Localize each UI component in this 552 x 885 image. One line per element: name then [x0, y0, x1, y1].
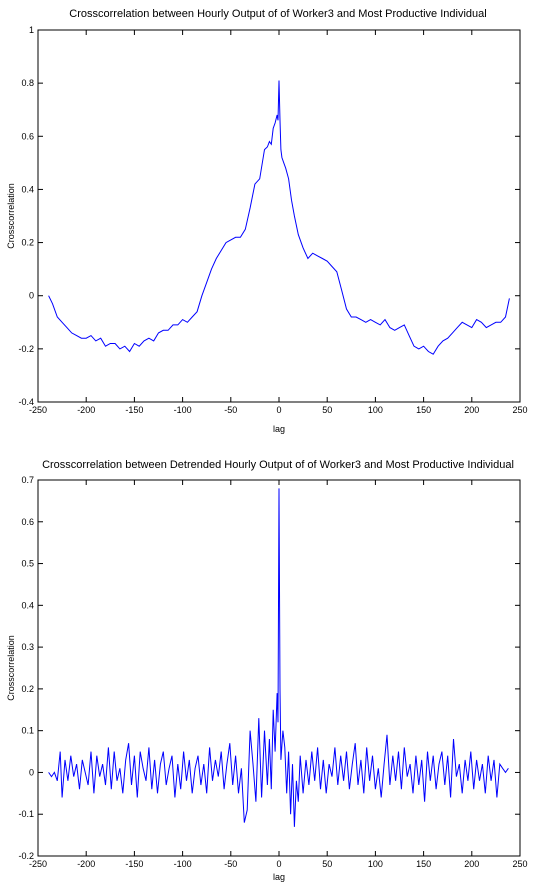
- y-tick-label: 0.5: [21, 559, 34, 569]
- y-tick-label: 1: [29, 25, 34, 35]
- series-line: [48, 80, 510, 355]
- x-tick-label: 100: [368, 405, 383, 415]
- y-axis-label: Crosscorrelation: [6, 183, 16, 249]
- x-tick-label: 50: [322, 859, 332, 869]
- x-tick-label: -50: [224, 405, 237, 415]
- y-tick-label: 0.3: [21, 642, 34, 652]
- x-tick-label: 250: [512, 859, 527, 869]
- chart-top: Crosscorrelation between Hourly Output o…: [6, 8, 528, 434]
- x-tick-label: 200: [464, 859, 479, 869]
- x-ticks: -250 -200 -150 -100 -50 0 50 100 150 200 250: [29, 30, 528, 415]
- x-tick-label: -200: [77, 405, 95, 415]
- y-tick-label: 0.4: [21, 600, 34, 610]
- x-tick-label: -250: [29, 859, 47, 869]
- y-tick-label: 0: [29, 767, 34, 777]
- y-tick-label: 0.2: [21, 238, 34, 248]
- x-axis-label: lag: [273, 872, 285, 882]
- x-tick-label: 200: [464, 405, 479, 415]
- y-tick-label: 0: [29, 291, 34, 301]
- x-tick-label: 250: [512, 405, 527, 415]
- y-axis-label: Crosscorrelation: [6, 635, 16, 701]
- x-tick-label: -150: [125, 405, 143, 415]
- y-tick-label: 0.8: [21, 78, 34, 88]
- x-tick-label: 0: [276, 859, 281, 869]
- y-tick-label: -0.1: [18, 809, 34, 819]
- x-tick-label: -200: [77, 859, 95, 869]
- y-tick-label: 0.4: [21, 184, 34, 194]
- x-tick-label: 0: [276, 405, 281, 415]
- x-tick-label: -100: [174, 859, 192, 869]
- y-tick-label: 0.2: [21, 684, 34, 694]
- x-tick-label: -250: [29, 405, 47, 415]
- y-tick-label: -0.2: [18, 344, 34, 354]
- x-tick-label: -100: [174, 405, 192, 415]
- series-line: [48, 488, 509, 827]
- y-tick-label: 0.7: [21, 475, 34, 485]
- x-tick-label: 150: [416, 405, 431, 415]
- chart-title: Crosscorrelation between Detrended Hourl…: [42, 459, 514, 471]
- x-tick-label: 100: [368, 859, 383, 869]
- y-tick-label: -0.4: [18, 397, 34, 407]
- y-tick-label: 0.6: [21, 131, 34, 141]
- y-tick-label: 0.1: [21, 726, 34, 736]
- x-tick-label: -50: [224, 859, 237, 869]
- y-tick-label: -0.2: [18, 851, 34, 861]
- x-axis-label: lag: [273, 424, 285, 434]
- x-tick-label: 50: [322, 405, 332, 415]
- y-ticks: -0.2 -0.1 0 0.1 0.2 0.3 0.4 0.5 0.6 0.7: [18, 475, 520, 861]
- chart-bottom: Crosscorrelation between Detrended Hourl…: [6, 459, 528, 882]
- chart-title: Crosscorrelation between Hourly Output o…: [69, 8, 486, 20]
- x-ticks: -250 -200 -150 -100 -50 0 50 100 150 200 250: [29, 480, 528, 869]
- x-tick-label: 150: [416, 859, 431, 869]
- x-tick-label: -150: [125, 859, 143, 869]
- y-ticks: -0.4 -0.2 0 0.2 0.4 0.6 0.8 1: [18, 25, 520, 407]
- y-tick-label: 0.6: [21, 517, 34, 527]
